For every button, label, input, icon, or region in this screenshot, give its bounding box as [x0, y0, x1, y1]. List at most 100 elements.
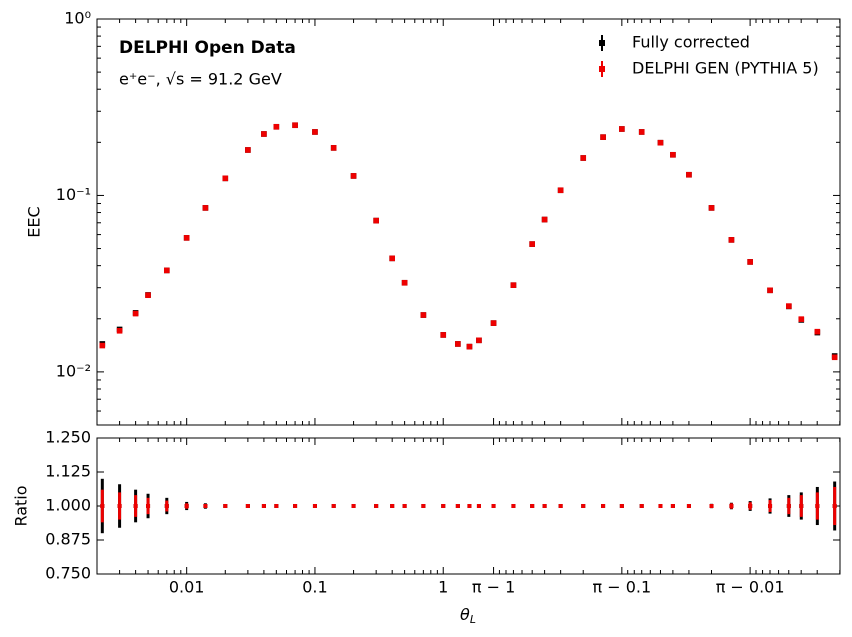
marker [581, 504, 586, 508]
marker [100, 504, 105, 508]
marker [203, 504, 208, 508]
marker [133, 504, 138, 508]
x-tick-label: π − 1 [472, 578, 515, 597]
marker [786, 303, 792, 309]
marker [292, 122, 298, 129]
marker [117, 504, 122, 508]
x-tick-label: π − 0.1 [593, 578, 652, 597]
marker [293, 504, 298, 508]
marker [814, 328, 821, 335]
marker [222, 175, 229, 182]
marker [389, 255, 395, 262]
marker [748, 504, 753, 508]
y-tick-label: 1.000 [45, 496, 91, 515]
marker [116, 327, 123, 334]
marker [202, 205, 209, 211]
legend-marker [599, 40, 605, 46]
marker [786, 504, 791, 508]
marker [601, 504, 606, 508]
x-label-subscript: L [470, 613, 476, 626]
marker [491, 504, 496, 508]
annotation: e⁺e⁻, √s = 91.2 GeV [119, 70, 282, 89]
marker [557, 187, 564, 194]
y-axis-label: Ratio [12, 485, 31, 526]
marker [558, 504, 563, 508]
x-tick-label: π − 0.01 [716, 578, 785, 597]
marker [657, 139, 664, 146]
marker [145, 292, 151, 299]
marker [476, 337, 482, 344]
marker [709, 504, 714, 508]
annotation: DELPHI Open Data [119, 38, 296, 58]
marker [223, 504, 228, 508]
marker [401, 279, 408, 286]
marker [421, 504, 426, 508]
x-tick-label: 1 [438, 578, 448, 597]
marker [132, 310, 139, 317]
y-tick-label: 0.750 [45, 564, 91, 583]
legend-marker [599, 66, 605, 72]
legend-label: DELPHI GEN (PYTHIA 5) [632, 59, 819, 78]
marker [768, 504, 773, 508]
marker [490, 320, 497, 326]
marker [728, 237, 735, 243]
marker [530, 504, 535, 508]
marker [542, 504, 547, 508]
marker [351, 504, 356, 508]
marker [164, 504, 169, 508]
marker [476, 504, 481, 508]
marker [373, 217, 379, 224]
marker [600, 134, 606, 140]
marker [815, 504, 820, 508]
marker [312, 504, 317, 508]
marker [708, 205, 715, 211]
y-tick-label: 0.875 [45, 530, 91, 549]
top-frame [96, 18, 841, 426]
marker [440, 332, 447, 338]
marker [767, 287, 773, 294]
marker [390, 504, 395, 508]
y-tick-label: 10⁻² [56, 361, 91, 380]
x-label-symbol: θ [460, 605, 470, 624]
marker [312, 129, 318, 135]
marker [420, 312, 427, 318]
marker [798, 316, 805, 322]
marker [466, 343, 473, 350]
y-tick-label: 1.250 [45, 428, 91, 447]
x-axis-label: θL [460, 605, 476, 627]
marker [747, 259, 753, 265]
marker [831, 354, 838, 361]
marker [274, 504, 279, 508]
marker [686, 171, 692, 178]
marker [331, 504, 336, 508]
marker [455, 341, 461, 347]
y-tick-label: 1.125 [45, 462, 91, 481]
marker [146, 504, 151, 508]
marker [245, 147, 251, 153]
marker [638, 129, 645, 135]
y-tick-label: 10⁻¹ [56, 185, 91, 204]
marker [441, 504, 446, 508]
marker [245, 504, 250, 508]
marker [686, 504, 691, 508]
marker [670, 504, 675, 508]
x-tick-label: 0.1 [302, 578, 327, 597]
marker [619, 504, 624, 508]
marker [273, 123, 280, 130]
marker [163, 267, 170, 274]
y-axis-label: EEC [25, 206, 44, 237]
marker [183, 235, 190, 241]
marker [374, 504, 379, 508]
marker [467, 504, 472, 508]
marker [729, 504, 734, 508]
marker [832, 504, 837, 508]
marker [670, 151, 676, 158]
marker [639, 504, 644, 508]
marker [580, 155, 587, 161]
marker [184, 504, 189, 508]
marker [658, 504, 663, 508]
marker [455, 504, 460, 508]
marker [541, 216, 548, 223]
marker [799, 504, 804, 508]
